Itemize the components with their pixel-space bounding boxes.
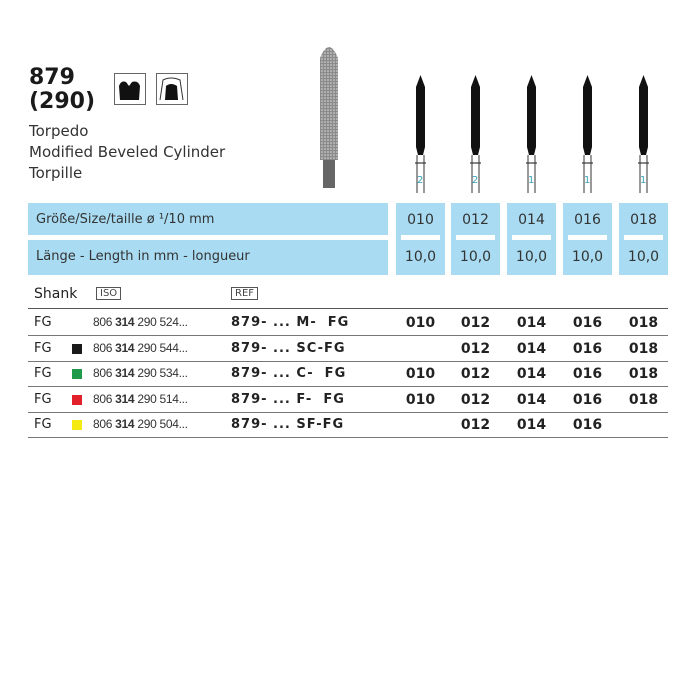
- bur-silhouette: 1: [525, 75, 538, 193]
- length-value: 10,0: [627, 249, 660, 265]
- size-availability: 012: [460, 366, 491, 382]
- size-availability: 018: [628, 315, 659, 331]
- grit-color-swatch: [72, 343, 82, 354]
- name-de: Torpedo: [29, 122, 89, 140]
- size-availability: 014: [516, 340, 547, 357]
- size-label: Größe/Size/taille ø ¹/10 mm: [36, 212, 215, 227]
- iso-code: 806 314 290 514...: [93, 391, 188, 406]
- iso-code: 806 314 290 524...: [93, 315, 188, 329]
- table-row: FG 806 314 290 544... 879- ... SC-FG 012…: [28, 336, 668, 362]
- size-column: 010 10,0: [396, 203, 445, 275]
- size-availability: 014: [516, 417, 547, 433]
- size-availability: 014: [516, 366, 547, 382]
- shank: FG: [34, 417, 52, 432]
- bur-silhouette: 2: [469, 75, 482, 193]
- length-value: 10,0: [459, 249, 492, 265]
- bur-silhouette: 1: [581, 75, 594, 193]
- size-availability: 010: [405, 315, 436, 331]
- name-fr: Torpille: [29, 164, 83, 182]
- iso-header: ISO: [96, 287, 122, 300]
- pack-quantity: 1: [584, 175, 591, 186]
- table-row: FG 806 314 290 504... 879- ... SF-FG 012…: [28, 412, 668, 438]
- size-availability: 012: [460, 417, 491, 433]
- size-availability: 014: [516, 315, 547, 331]
- grit-color-swatch: [72, 420, 82, 430]
- pack-quantity: 1: [640, 175, 647, 186]
- size-availability: 016: [572, 366, 603, 382]
- iso-code: 806 314 290 544...: [93, 340, 188, 355]
- ref-code: 879- ... SC-FG: [231, 340, 346, 356]
- shank: FG: [34, 391, 52, 407]
- size-availability: 010: [405, 366, 436, 382]
- grit-color-swatch: [72, 369, 82, 379]
- label-box: Größe/Size/taille ø ¹/10 mm Länge - Leng…: [28, 203, 388, 275]
- size-column: 016 10,0: [563, 203, 612, 275]
- shank: FG: [34, 340, 52, 356]
- iso-number: (290): [29, 89, 96, 114]
- product-number: 879: [29, 65, 75, 90]
- table-row: FG 806 314 290 534... 879- ... C- FG 010…: [28, 361, 668, 387]
- size-value: 014: [518, 212, 545, 228]
- size-availability: 018: [628, 366, 659, 382]
- table-row: FG 806 314 290 524... 879- ... M- FG 010…: [28, 310, 668, 336]
- length-value: 10,0: [515, 249, 548, 265]
- ref-code: 879- ... C- FG: [231, 366, 347, 381]
- bur-silhouette: 1: [637, 75, 650, 193]
- name-en: Modified Beveled Cylinder: [29, 143, 226, 161]
- shank: FG: [34, 366, 52, 381]
- size-availability: 012: [460, 340, 491, 357]
- size-value: 018: [630, 212, 657, 228]
- size-column: 012 10,0: [451, 203, 500, 275]
- bur-photo: [318, 40, 340, 188]
- tooth-preparation-icon: [156, 73, 188, 105]
- bur-silhouette: 2: [414, 75, 427, 193]
- size-availability: 016: [572, 340, 603, 357]
- iso-code: 806 314 290 504...: [93, 417, 188, 431]
- size-column: 018 10,0: [619, 203, 668, 275]
- shank-header: Shank: [34, 286, 78, 302]
- pack-quantity: 1: [528, 175, 535, 186]
- size-availability: 012: [460, 315, 491, 331]
- size-value: 012: [462, 212, 489, 228]
- size-availability: 016: [572, 391, 603, 408]
- pack-quantity: 2: [472, 175, 479, 186]
- size-column: 014 10,0: [507, 203, 556, 275]
- size-availability: 016: [572, 417, 603, 433]
- ref-code: 879- ... SF-FG: [231, 417, 345, 432]
- pack-quantity: 2: [417, 175, 424, 186]
- length-value: 10,0: [404, 249, 437, 265]
- length-value: 10,0: [571, 249, 604, 265]
- table-row: FG 806 314 290 514... 879- ... F- FG 010…: [28, 387, 668, 413]
- iso-code: 806 314 290 534...: [93, 366, 188, 380]
- size-availability: 010: [405, 391, 436, 408]
- ref-code: 879- ... M- FG: [231, 315, 350, 330]
- ref-header: REF: [231, 287, 259, 300]
- ref-code: 879- ... F- FG: [231, 391, 345, 407]
- size-value: 010: [407, 212, 434, 228]
- grit-color-swatch: [72, 394, 82, 405]
- size-availability: 018: [628, 340, 659, 357]
- size-availability: 016: [572, 315, 603, 331]
- size-availability: 018: [628, 391, 659, 408]
- table-header: Shank ISO REF: [28, 284, 668, 309]
- shank: FG: [34, 315, 52, 330]
- size-value: 016: [574, 212, 601, 228]
- length-label: Länge - Length in mm - longueur: [36, 249, 250, 264]
- crown-preparation-icon: [114, 73, 146, 105]
- size-availability: 012: [460, 391, 491, 408]
- size-availability: 014: [516, 391, 547, 408]
